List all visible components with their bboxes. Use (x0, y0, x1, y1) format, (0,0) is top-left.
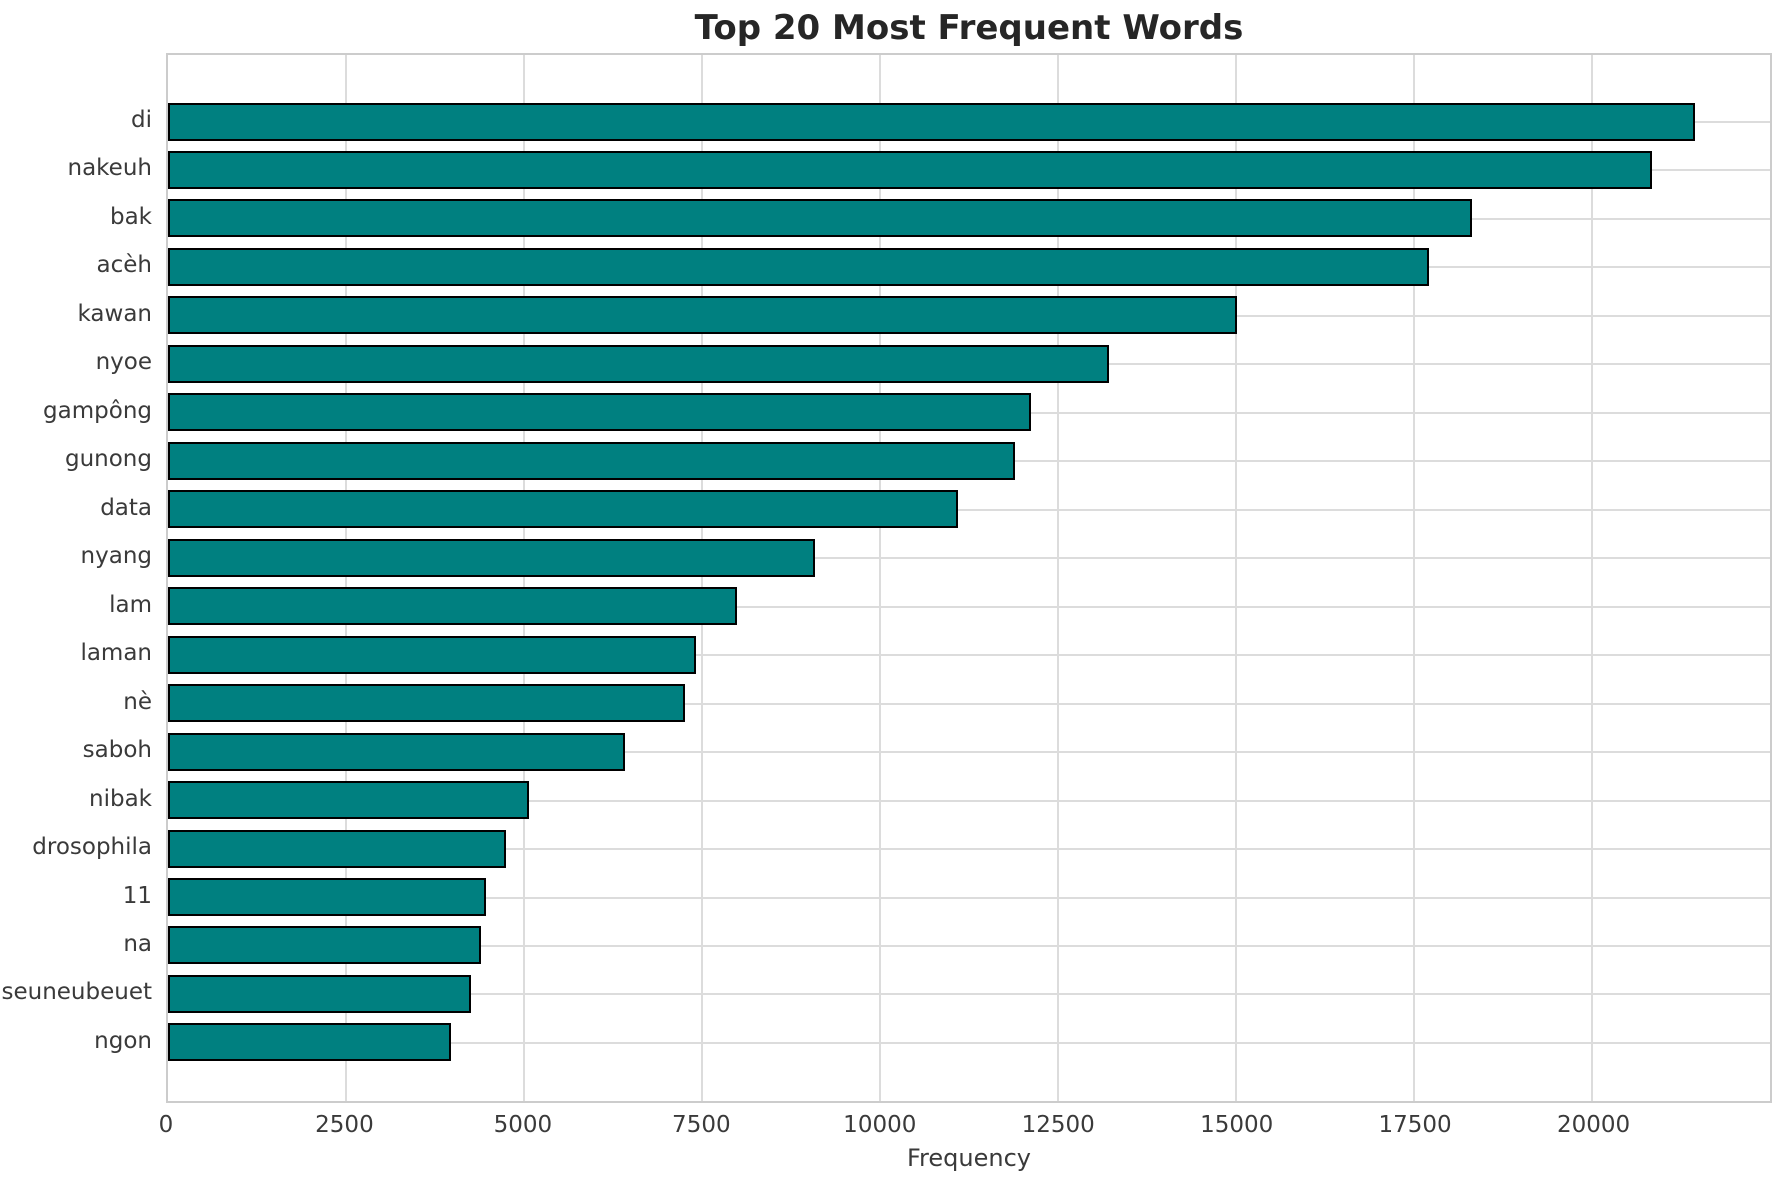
y-axis-label: laman (80, 640, 152, 667)
gridline-horizontal (168, 1041, 1770, 1044)
gridline-vertical (1590, 55, 1593, 1101)
bar-drosophila (168, 829, 507, 868)
bar-nyoe (168, 344, 1109, 383)
x-tick-label: 10000 (843, 1112, 917, 1138)
gridline-vertical (1234, 55, 1237, 1101)
gridline-horizontal (168, 944, 1770, 947)
y-axis-label: acèh (96, 252, 152, 279)
bar-ngon (168, 1023, 451, 1062)
y-axis-label: gunong (64, 446, 152, 473)
gridline-horizontal (168, 605, 1770, 608)
bar-laman (168, 635, 696, 674)
bar-11 (168, 878, 487, 917)
bar-bak (168, 199, 1473, 238)
gridline-horizontal (168, 557, 1770, 560)
gridline-horizontal (168, 799, 1770, 802)
x-tick-label: 2500 (315, 1112, 374, 1138)
y-axis-label: nakeuh (67, 155, 152, 182)
bar-nakeuh (168, 150, 1652, 189)
bar-gampông (168, 393, 1032, 432)
gridline-horizontal (168, 848, 1770, 851)
bar-kawan (168, 296, 1237, 335)
y-axis-label: saboh (82, 737, 152, 764)
y-axis-label: drosophila (32, 834, 152, 861)
y-axis-label: nyang (80, 543, 152, 570)
bar-na (168, 926, 482, 965)
y-axis-label: ngon (94, 1027, 152, 1054)
gridline-vertical (522, 55, 525, 1101)
gridline-horizontal (168, 896, 1770, 899)
gridline-vertical (700, 55, 703, 1101)
bar-seuneubeuet (168, 974, 472, 1013)
y-axis-label: kawan (77, 300, 153, 327)
y-axis-label: seuneubeuet (1, 979, 152, 1006)
bar-di (168, 102, 1696, 141)
bar-nè (168, 684, 685, 723)
gridline-vertical (878, 55, 881, 1101)
bar-nibak (168, 781, 530, 820)
x-tick-label: 7500 (672, 1112, 731, 1138)
x-axis-title: Frequency (907, 1144, 1031, 1172)
gridline-horizontal (168, 993, 1770, 996)
y-axis-label: nibak (89, 785, 152, 812)
y-axis-label: data (100, 494, 152, 521)
gridline-vertical (344, 55, 347, 1101)
y-axis-label: lam (109, 591, 152, 618)
gridline-horizontal (168, 508, 1770, 511)
bar-gunong (168, 441, 1015, 480)
x-tick-label: 12500 (1021, 1112, 1095, 1138)
y-axis-label: di (131, 107, 152, 133)
gridline-horizontal (168, 751, 1770, 754)
plot-area (166, 53, 1772, 1103)
x-tick-label: 20000 (1556, 1112, 1631, 1138)
y-axis-label: bak (109, 203, 152, 230)
bar-acèh (168, 247, 1430, 286)
bar-saboh (168, 732, 626, 771)
gridline-vertical (1413, 55, 1415, 1101)
x-tick-label: 0 (158, 1112, 174, 1138)
gridline-vertical (1057, 55, 1059, 1101)
chart-title: Top 20 Most Frequent Words (694, 8, 1244, 48)
bar-lam (168, 587, 737, 626)
bar-data (168, 490, 959, 529)
x-tick-label: 5000 (493, 1112, 553, 1138)
gridline-horizontal (168, 702, 1770, 705)
y-axis-label: na (123, 930, 152, 957)
x-tick-label: 15000 (1200, 1112, 1274, 1138)
x-tick-label: 17500 (1378, 1112, 1452, 1138)
y-axis-label: nyoe (95, 349, 152, 376)
y-axis-label: nè (123, 688, 152, 715)
y-axis-label: gampông (43, 397, 152, 424)
gridline-horizontal (168, 654, 1770, 657)
y-axis-label: 11 (122, 882, 152, 909)
bar-nyang (168, 538, 815, 577)
